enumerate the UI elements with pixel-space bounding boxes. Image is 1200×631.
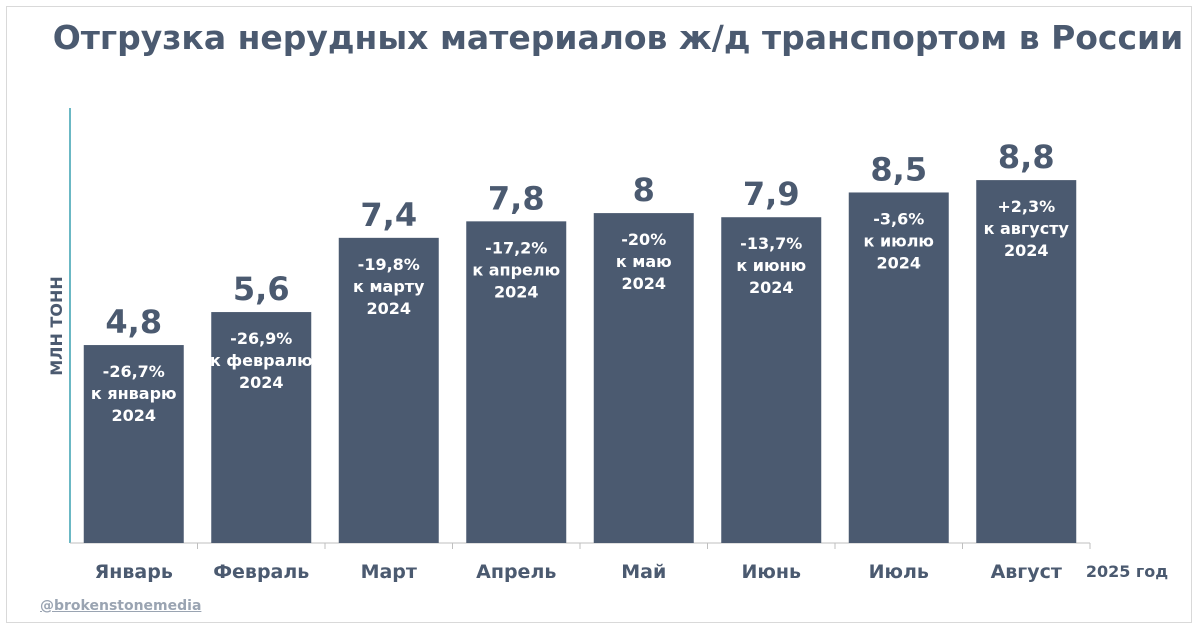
x-axis-label: 2025 год [1086,562,1168,581]
bar-annotation: к августу [984,219,1070,238]
category-label: Июнь [741,561,801,583]
bar-annotation: 2024 [749,278,794,297]
chart-title: Отгрузка нерудных материалов ж/д транспо… [52,18,1184,57]
bar-annotation: -17,2% [485,238,547,257]
category-label: Июль [869,561,929,583]
category-label: Январь [95,561,173,583]
bar [466,221,567,544]
chart-frame [6,6,1192,623]
bar [83,345,184,543]
bar [211,312,312,543]
bar-annotation: к апрелю [472,260,560,279]
bar [593,213,694,543]
bar [848,192,949,543]
bar-annotation: к январю [91,384,177,403]
category-label: Август [991,561,1062,583]
bar-annotation: +2,3% [997,197,1055,216]
bar-annotation: -26,9% [230,329,292,348]
value-label: 7,8 [488,179,545,217]
category-label: Февраль [213,561,309,583]
bar-annotation: к февралю [210,351,313,370]
bar-annotation: -3,6% [873,209,924,228]
bar-annotation: к марту [353,277,425,296]
value-label: 5,6 [233,270,290,308]
credit-link[interactable]: @brokenstonemedia [40,598,202,614]
value-label: 4,8 [105,303,162,341]
bar-annotation: 2024 [494,282,539,301]
category-label: Апрель [476,561,556,583]
bar-annotation: 2024 [111,406,156,425]
value-label: 7,4 [360,196,417,234]
bar-annotation: 2024 [239,373,284,392]
bar-annotation: 2024 [1004,241,1049,260]
bar-annotation: -19,8% [358,255,420,274]
value-label: 8 [633,171,655,209]
y-axis-label: МЛН ТОНН [47,276,66,375]
value-label: 8,5 [870,150,927,188]
bar [976,180,1077,543]
category-label: Март [361,561,417,583]
bar-annotation: к маю [616,252,672,271]
bar-annotation: -13,7% [740,234,802,253]
category-label: Май [621,561,666,583]
bar-annotation: 2024 [366,299,411,318]
bar-annotation: 2024 [876,253,921,272]
bar-annotation: -26,7% [103,362,165,381]
value-label: 8,8 [998,138,1055,176]
bar [721,217,822,543]
bar-annotation: к июлю [864,231,934,250]
bar [338,237,439,544]
bar-annotation: к июню [736,256,806,275]
value-label: 7,9 [743,175,800,213]
bar-annotation: 2024 [621,274,666,293]
bar-annotation: -20% [621,230,666,249]
